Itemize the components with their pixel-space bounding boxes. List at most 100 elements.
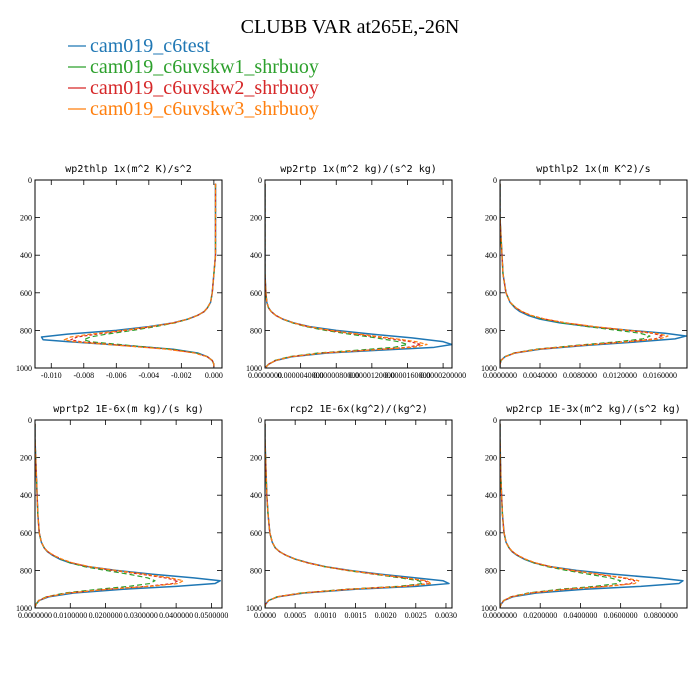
y-tick-label: 400	[20, 251, 32, 260]
chart-panel: rcp2 1E-6x(kg^2)/(kg^2) 0 200 400 600 800 1000…	[246, 404, 457, 620]
x-tick-label: 0.0200000	[523, 611, 557, 620]
series-line	[500, 423, 684, 608]
y-tick-label: 0	[493, 416, 497, 425]
y-tick-label: 800	[250, 566, 262, 575]
series-line	[500, 423, 640, 608]
series-group	[35, 423, 221, 608]
y-tick-label: 200	[485, 214, 497, 223]
series-line	[265, 423, 424, 608]
x-tick-label: 0.0300000	[124, 611, 158, 620]
x-tick-label: 0.0100000	[53, 611, 87, 620]
y-tick-label: 400	[485, 491, 497, 500]
panels: wp2thlp 1x(m^2 K)/s^2 0 200 400 600 800 1000 -0…	[16, 164, 688, 620]
panel-title: rcp2 1E-6x(kg^2)/(kg^2)	[289, 404, 427, 415]
series-line	[83, 183, 217, 368]
x-tick-label: 0.0400000	[159, 611, 193, 620]
x-tick-label: 0.0000120000	[349, 371, 395, 380]
series-group	[265, 183, 452, 368]
y-tick-label: 0	[493, 176, 497, 185]
x-tick-label: -0.006	[106, 371, 127, 380]
x-tick-label: 0.0040000	[523, 371, 557, 380]
x-tick-label: -0.010	[41, 371, 62, 380]
chart-panel: wp2rtp 1x(m^2 kg)/(s^2 kg) 0 200 400 600 800 1…	[246, 164, 466, 380]
x-tick-label: 0.0005	[284, 611, 306, 620]
y-tick-label: 800	[485, 326, 497, 335]
y-tick-label: 600	[485, 529, 497, 538]
series-line	[35, 423, 184, 608]
x-tick-label: 0.0010	[314, 611, 336, 620]
y-tick-label: 1000	[481, 364, 497, 373]
x-tick-label: 0.0015	[344, 611, 366, 620]
y-tick-label: 1000	[16, 604, 32, 613]
y-tick-label: 400	[250, 491, 262, 500]
y-tick-label: 800	[250, 326, 262, 335]
x-tick-label: 0.0160000	[643, 371, 677, 380]
x-tick-label: 0.0000080000	[313, 371, 359, 380]
y-tick-label: 400	[485, 251, 497, 260]
chart-panel: wp2rcp 1E-3x(m^2 kg)/(s^2 kg) 0 200 400 600 8…	[481, 404, 688, 620]
y-tick-label: 600	[485, 289, 497, 298]
series-line	[63, 183, 217, 368]
y-tick-label: 600	[250, 289, 262, 298]
y-tick-label: 0	[28, 176, 32, 185]
x-tick-label: 0.000	[205, 371, 223, 380]
x-tick-label: 0.0400000	[563, 611, 597, 620]
panel-title: wp2thlp 1x(m^2 K)/s^2	[65, 164, 191, 175]
y-tick-label: 1000	[16, 364, 32, 373]
x-tick-label: -0.002	[171, 371, 192, 380]
series-line	[500, 423, 636, 608]
panel-title: wp2rcp 1E-3x(m^2 kg)/(s^2 kg)	[506, 404, 681, 415]
x-tick-label: 0.0800000	[644, 611, 678, 620]
y-tick-label: 200	[20, 214, 32, 223]
legend-entry: cam019_c6uvskw1_shrbuoy	[90, 56, 319, 78]
x-tick-label: 0.0025	[405, 611, 427, 620]
plot-frame	[499, 179, 688, 369]
y-tick-label: 400	[250, 251, 262, 260]
x-tick-label: 0.0000160000	[384, 371, 430, 380]
chart-panel: wpthlp2 1x(m K^2)/s020040060080010000.00…	[481, 164, 688, 380]
panel-title: wp2rtp 1x(m^2 kg)/(s^2 kg)	[280, 164, 437, 175]
x-tick-label: 0.0600000	[604, 611, 638, 620]
series-line	[265, 183, 409, 368]
series-line	[265, 423, 430, 608]
x-tick-label: -0.008	[73, 371, 94, 380]
series-line	[35, 423, 179, 608]
plot-frame	[34, 419, 223, 609]
y-tick-label: 200	[485, 454, 497, 463]
series-line	[35, 423, 156, 608]
x-tick-label: 0.0000	[254, 611, 276, 620]
x-tick-label: 0.0000040000	[278, 371, 324, 380]
y-tick-label: 600	[20, 289, 32, 298]
y-tick-label: 1000	[246, 364, 262, 373]
y-tick-label: 800	[20, 326, 32, 335]
figure-title: CLUBB VAR at265E,-26N	[241, 16, 460, 38]
series-line	[40, 183, 217, 368]
x-tick-label: 0.0120000	[603, 371, 637, 380]
series-line	[500, 183, 669, 368]
x-tick-label: 0.0080000	[563, 371, 597, 380]
x-tick-label: -0.004	[138, 371, 159, 380]
x-tick-label: 0.0000000	[483, 611, 517, 620]
series-group	[500, 183, 687, 368]
y-tick-label: 800	[485, 566, 497, 575]
x-tick-label: 0.0000200000	[420, 371, 466, 380]
chart-panel: wp2thlp 1x(m^2 K)/s^2 0 200 400 600 800 1000 -0…	[16, 164, 223, 380]
series-line	[500, 183, 664, 368]
legend-entry: cam019_c6test	[90, 35, 210, 57]
series-line	[265, 183, 428, 368]
y-tick-label: 600	[250, 529, 262, 538]
x-tick-label: 0.0000000	[248, 371, 282, 380]
y-tick-label: 0	[28, 416, 32, 425]
series-line	[70, 183, 217, 368]
y-tick-label: 0	[258, 416, 262, 425]
legend-entry: cam019_c6uvskw3_shrbuoy	[90, 98, 319, 120]
y-tick-label: 1000	[481, 604, 497, 613]
y-tick-label: 600	[20, 529, 32, 538]
plot-frame	[264, 179, 453, 369]
series-line	[500, 183, 687, 368]
x-tick-label: 0.0200000	[89, 611, 123, 620]
y-tick-label: 0	[258, 176, 262, 185]
series-line	[265, 183, 452, 368]
panel-title: wprtp2 1E-6x(m kg)/(s kg)	[53, 404, 204, 415]
